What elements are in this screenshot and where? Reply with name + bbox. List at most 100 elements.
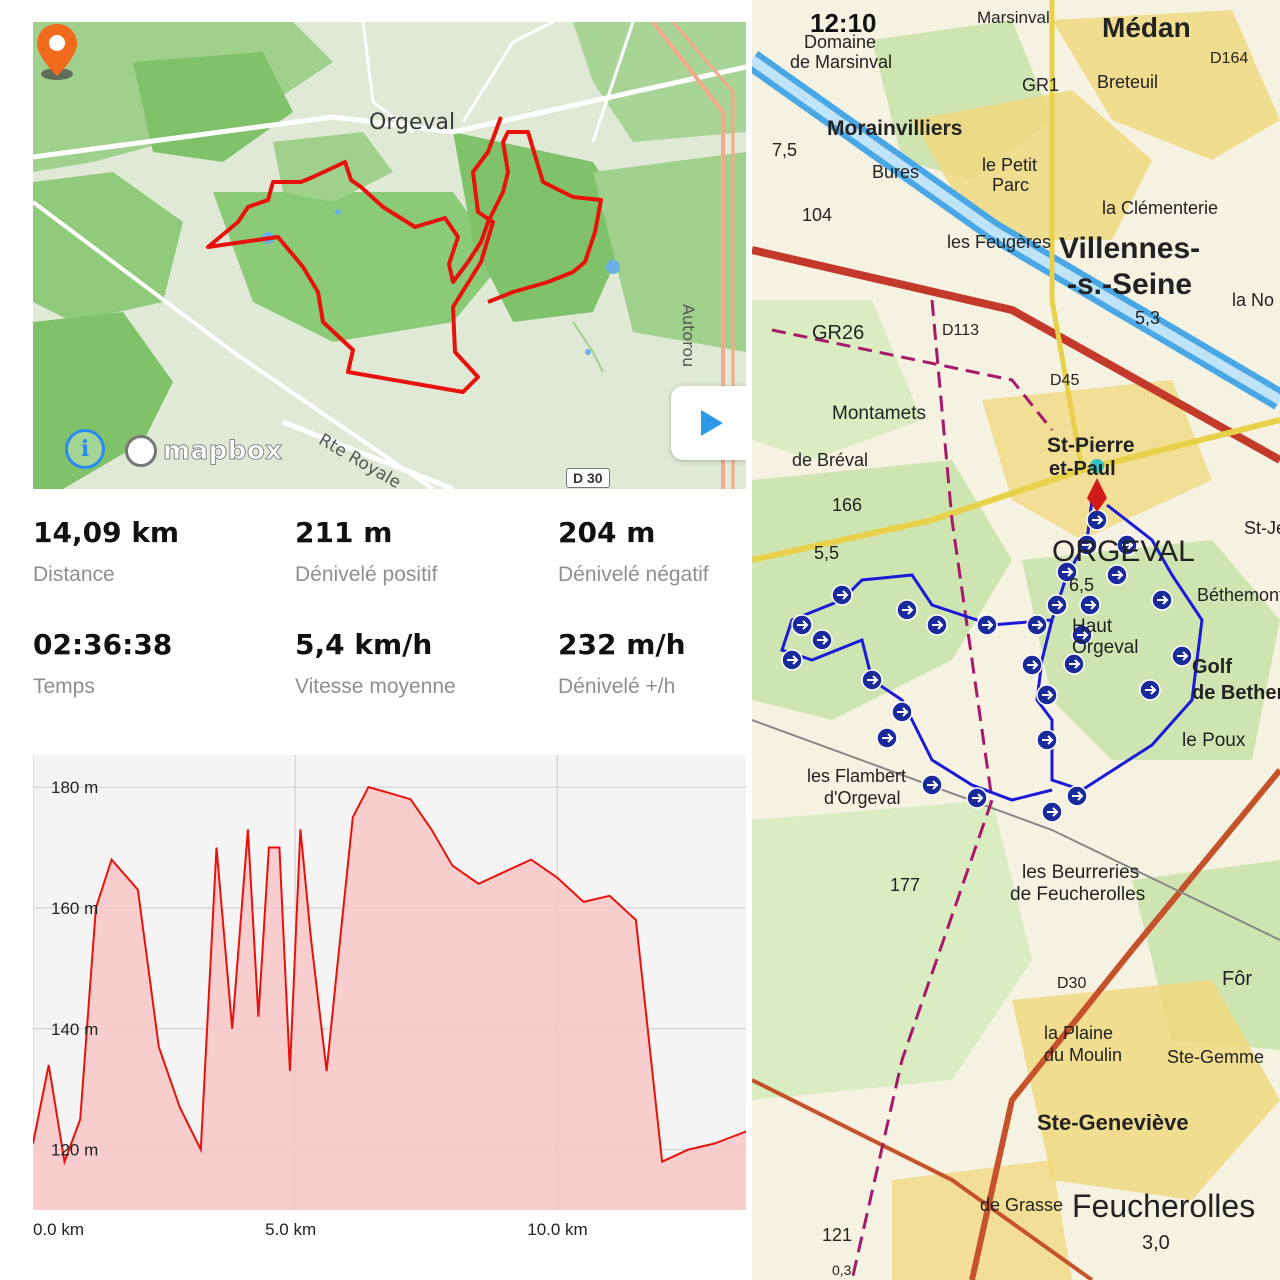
- direction-arrow-icon: [1063, 653, 1085, 675]
- stat-value: 5,4 km/h: [295, 628, 433, 661]
- stat-value: 211 m: [295, 516, 393, 549]
- topo-label: Médan: [1102, 12, 1191, 43]
- stat-distance: 14,09 km Distance: [33, 516, 179, 587]
- topo-label: D113: [942, 322, 980, 339]
- stat-average-speed: 5,4 km/h Vitesse moyenne: [295, 628, 456, 699]
- stat-label: Dénivelé +/h: [558, 675, 676, 698]
- mapbox-wordmark: mapbox: [163, 436, 283, 467]
- topo-label: Bures: [872, 162, 920, 182]
- topo-label: GR26: [812, 322, 865, 344]
- topo-label: le Petit: [982, 155, 1038, 175]
- direction-arrow-icon: [921, 774, 943, 796]
- topo-label: les Flambert: [807, 766, 907, 786]
- direction-arrow-icon: [811, 629, 833, 651]
- topo-label: Feucherolles: [1072, 1188, 1256, 1224]
- topo-label: Orgeval: [1072, 637, 1139, 658]
- elevation-area: [33, 787, 746, 1210]
- topo-label: GR1: [1022, 75, 1060, 95]
- direction-arrow-icon: [1041, 801, 1063, 823]
- topo-label: Parc: [992, 175, 1030, 195]
- topo-route-line: [1035, 499, 1204, 792]
- stat-label: Dénivelé positif: [295, 563, 438, 586]
- stat-label: Vitesse moyenne: [295, 675, 456, 698]
- route-map[interactable]: Orgeval Rte Royale Autorou D 30 i mapbox: [33, 22, 746, 489]
- topo-label: 166: [832, 495, 863, 515]
- info-icon[interactable]: i: [65, 429, 105, 469]
- direction-arrow-icon: [1056, 561, 1078, 583]
- direction-arrow-icon: [891, 701, 913, 723]
- direction-arrow-icon: [876, 727, 898, 749]
- direction-arrow-icon: [926, 614, 948, 636]
- route-line: [206, 116, 603, 394]
- topo-label: la Clémenterie: [1102, 198, 1219, 218]
- direction-arrow-icon: [1066, 785, 1088, 807]
- x-tick-label: 10.0 km: [527, 1220, 587, 1239]
- stat-value: 02:36:38: [33, 628, 173, 661]
- direction-arrow-icon: [1076, 534, 1098, 556]
- elevation-line: [33, 785, 746, 1166]
- direction-arrow-icon: [1026, 614, 1048, 636]
- y-tick-label: 160 m: [51, 899, 98, 918]
- stat-label: Dénivelé négatif: [558, 563, 709, 586]
- topo-label: et-Paul: [1049, 458, 1116, 480]
- stat-value: 204 m: [558, 516, 656, 549]
- topo-label: la No: [1232, 290, 1275, 310]
- elevation-profile[interactable]: 120 m 140 m 160 m 180 m 0.0 km 5.0 km 10.0 km: [33, 755, 746, 1280]
- direction-arrow-icon: [781, 649, 803, 671]
- stat-value: 232 m/h: [558, 628, 686, 661]
- topo-label: 6,5: [1069, 575, 1095, 595]
- highway-label: Autorou: [679, 304, 698, 368]
- topo-label: Fôr: [1222, 968, 1252, 990]
- play-button[interactable]: [671, 386, 746, 460]
- topo-label: du Moulin: [1044, 1045, 1123, 1065]
- direction-arrow-icon: [1116, 534, 1138, 556]
- topo-label: Haut: [1072, 616, 1113, 637]
- topo-label: 3,0: [1142, 1232, 1170, 1254]
- topo-label: Breteuil: [1097, 72, 1159, 92]
- direction-arrow-icon: [791, 614, 813, 636]
- topo-label: St-Pierre: [1047, 434, 1135, 457]
- topo-label: D30: [1057, 975, 1087, 992]
- topo-label: Montamets: [832, 403, 926, 424]
- direction-arrow-icon: [976, 614, 998, 636]
- topo-label: Golf: [1192, 656, 1232, 678]
- topo-label: la Plaine: [1044, 1023, 1114, 1043]
- topo-label: 5,5: [814, 543, 840, 563]
- direction-arrow-icon: [1086, 509, 1108, 531]
- stat-elevation-gain: 211 m Dénivelé positif: [295, 516, 437, 587]
- topo-label: 104: [802, 205, 833, 225]
- direction-arrow-icon: [1046, 594, 1068, 616]
- topo-label: Villennes-: [1059, 232, 1201, 265]
- topo-label: 7,5: [772, 140, 798, 160]
- stat-label: Distance: [33, 563, 115, 586]
- direction-arrow-icon: [831, 584, 853, 606]
- topo-label: de Feucherolles: [1010, 884, 1146, 905]
- stats-grid: 14,09 km Distance 211 m Dénivelé positif…: [33, 500, 746, 725]
- y-tick-label: 140 m: [51, 1020, 98, 1039]
- topo-label: ORGEVAL: [1052, 535, 1195, 568]
- stat-label: Temps: [33, 675, 95, 698]
- topo-map-background: [752, 0, 1280, 1280]
- direction-arrow-icon: [1036, 729, 1058, 751]
- mapbox-attribution[interactable]: mapbox: [125, 435, 283, 467]
- status-bar-time: 12:10: [810, 8, 877, 38]
- mapbox-logo-icon: [125, 435, 157, 467]
- topo-label: Ste-Gemme: [1167, 1047, 1265, 1067]
- start-marker-icon: [1087, 459, 1107, 512]
- topo-label: D164: [1210, 50, 1249, 67]
- y-tick-label: 180 m: [51, 778, 98, 797]
- direction-arrow-icon: [1071, 624, 1093, 646]
- map-pin-icon[interactable]: [33, 22, 81, 80]
- road-badge: D 30: [566, 468, 610, 488]
- direction-arrow-icon: [1151, 589, 1173, 611]
- direction-arrow-icon: [896, 599, 918, 621]
- topo-label: le Poux: [1182, 730, 1246, 751]
- elevation-chart: 120 m 140 m 160 m 180 m 0.0 km 5.0 km 10.0 km: [33, 755, 746, 1239]
- topo-label: de Bethemon: [1192, 682, 1280, 704]
- topo-map[interactable]: Marsinval Médan Domaine de Marsinval Morainv…: [752, 0, 1280, 1280]
- topo-label: 177: [890, 875, 921, 895]
- topo-label: -s.-Seine: [1067, 268, 1193, 301]
- direction-arrow-icon: [861, 669, 883, 691]
- topo-label: D45: [1050, 372, 1080, 389]
- topo-label: de Grasse: [980, 1195, 1064, 1215]
